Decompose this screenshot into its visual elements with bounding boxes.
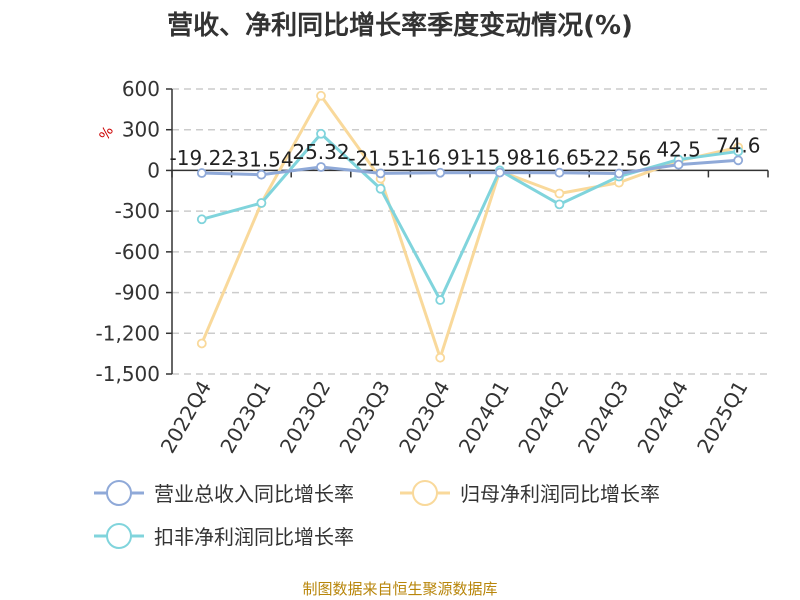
y-tick-label: -300 (115, 199, 160, 223)
source-note: 制图数据来自恒生聚源数据库 (302, 580, 497, 598)
legend-label: 扣非净利润同比增长率 (154, 525, 354, 549)
series-line (200, 94, 739, 360)
data-point (494, 167, 505, 178)
data-label: -15.98 (468, 146, 532, 170)
y-tick-label: 0 (147, 158, 160, 182)
y-ticks: 600 300 0 -300 -600 -900 -1,200 -1,500 (96, 77, 172, 386)
data-point (196, 338, 207, 349)
series-0 (196, 155, 744, 180)
data-point (733, 155, 744, 166)
x-ticks: 2022Q4 2023Q1 2023Q2 2023Q3 2023Q4 2024Q1 2024… (156, 377, 753, 458)
data-label: -19.22 (170, 146, 234, 170)
series-line (201, 158, 739, 177)
legend-label: 归母净利润同比增长率 (460, 482, 660, 506)
legend-marker-icon (412, 480, 438, 506)
data-point (316, 162, 326, 172)
y-tick-label: -1,200 (96, 321, 160, 345)
chart-title: 营收、净利同比增长率季度变动情况(%) (167, 10, 633, 41)
x-tick-label: 2022Q4 (156, 377, 216, 458)
x-tick-label: 2023Q2 (275, 377, 335, 458)
data-point (435, 295, 446, 305)
legend-marker-icon (106, 523, 132, 549)
data-label: -16.65 (527, 146, 591, 170)
data-point (435, 167, 446, 178)
legend-marker-icon (106, 480, 132, 506)
data-point (554, 188, 565, 199)
y-tick-label: -900 (115, 281, 160, 305)
data-label: -21.51 (348, 146, 412, 170)
y-unit-label: % (97, 124, 118, 144)
legend-item-2[interactable]: 扣非净利润同比增长率 (94, 523, 354, 549)
x-tick-label: 2024Q3 (573, 377, 633, 458)
data-label: -22.56 (587, 146, 651, 170)
series-1 (196, 90, 744, 363)
x-tick-label: 2025Q1 (692, 377, 752, 458)
data-label: -16.91 (408, 146, 472, 170)
series-lines (196, 90, 744, 363)
data-label: 74.6 (716, 133, 761, 157)
data-point (316, 90, 326, 101)
data-point (554, 199, 565, 210)
legend-item-1[interactable]: 归母净利润同比增长率 (400, 480, 660, 506)
grid (172, 88, 768, 375)
data-point (256, 169, 267, 180)
x-tick-label: 2023Q4 (394, 377, 454, 458)
data-point (673, 159, 684, 170)
data-label: 25.32 (292, 140, 349, 164)
x-tick-label: 2024Q4 (632, 377, 692, 458)
x-tick-label: 2024Q1 (454, 377, 514, 458)
data-point (375, 183, 386, 194)
x-tick-label: 2023Q3 (334, 377, 394, 458)
data-point (435, 352, 446, 363)
data-point (614, 168, 624, 179)
data-point (196, 214, 207, 225)
y-tick-label: -600 (115, 240, 160, 264)
data-point (375, 168, 386, 179)
legend-item-0[interactable]: 营业总收入同比增长率 (94, 480, 354, 506)
data-point (554, 167, 565, 178)
data-label: -31.54 (229, 148, 293, 172)
x-tick-label: 2023Q1 (215, 377, 275, 458)
data-point (196, 168, 207, 178)
y-tick-label: 300 (122, 118, 160, 142)
legend-label: 营业总收入同比增长率 (154, 482, 354, 506)
data-label: 42.5 (656, 138, 701, 162)
data-point (256, 198, 267, 208)
y-tick-label: -1,500 (96, 362, 160, 386)
y-tick-label: 600 (122, 77, 160, 101)
data-labels: -19.22-31.5425.32-21.51-16.91-15.98-16.6… (170, 133, 761, 171)
data-point (316, 128, 326, 139)
axes (171, 89, 769, 374)
x-tick-label: 2024Q2 (513, 377, 573, 458)
